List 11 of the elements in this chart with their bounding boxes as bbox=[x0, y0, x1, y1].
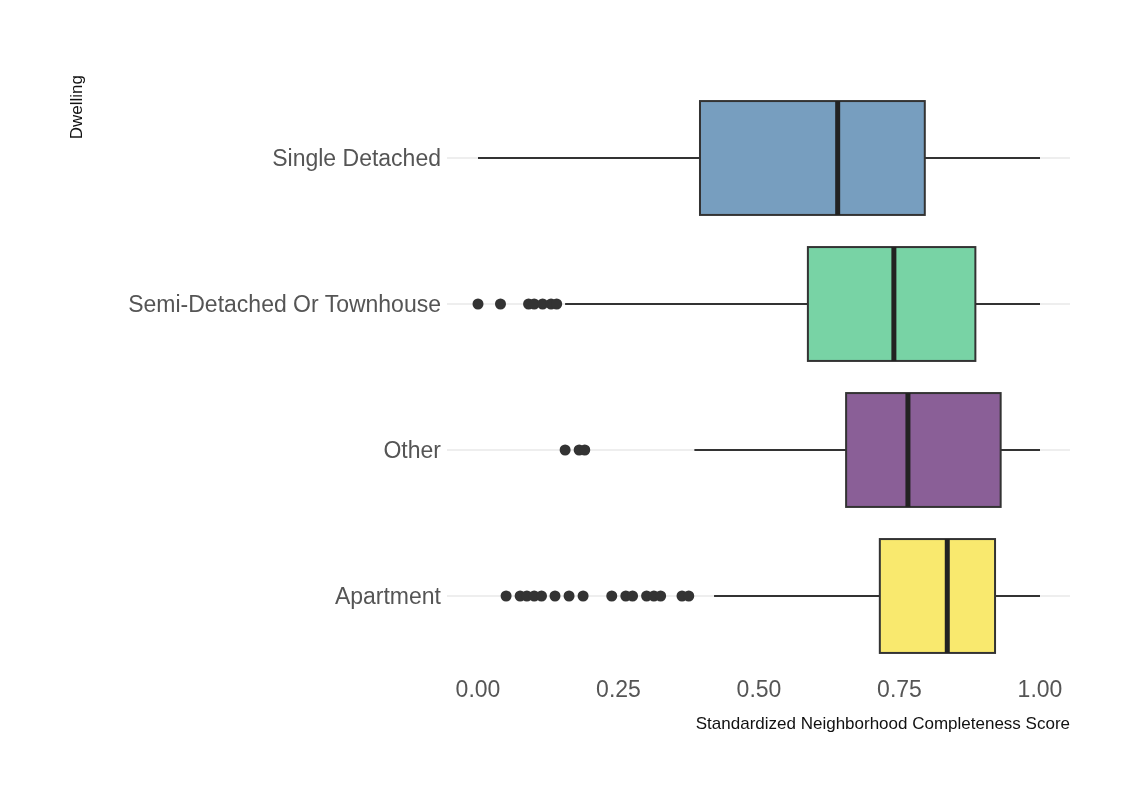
y-tick-label: Apartment bbox=[334, 583, 442, 610]
y-tick-label: Semi-Detached Or Townhouse bbox=[128, 291, 441, 318]
x-tick-label: 0.00 bbox=[455, 676, 501, 702]
y-tick-label: Other bbox=[383, 437, 442, 464]
x-axis-title: Standardized Neighborhood Completeness Score bbox=[695, 714, 1070, 733]
x-tick-label: 0.75 bbox=[877, 676, 922, 702]
x-tick-label: 0.50 bbox=[736, 676, 782, 702]
y-tick-label: Single Detached bbox=[272, 145, 441, 172]
x-tick-label: 1.00 bbox=[1017, 676, 1063, 702]
x-tick-label: 0.25 bbox=[596, 676, 641, 702]
y-axis-title: Dwelling bbox=[67, 75, 86, 140]
